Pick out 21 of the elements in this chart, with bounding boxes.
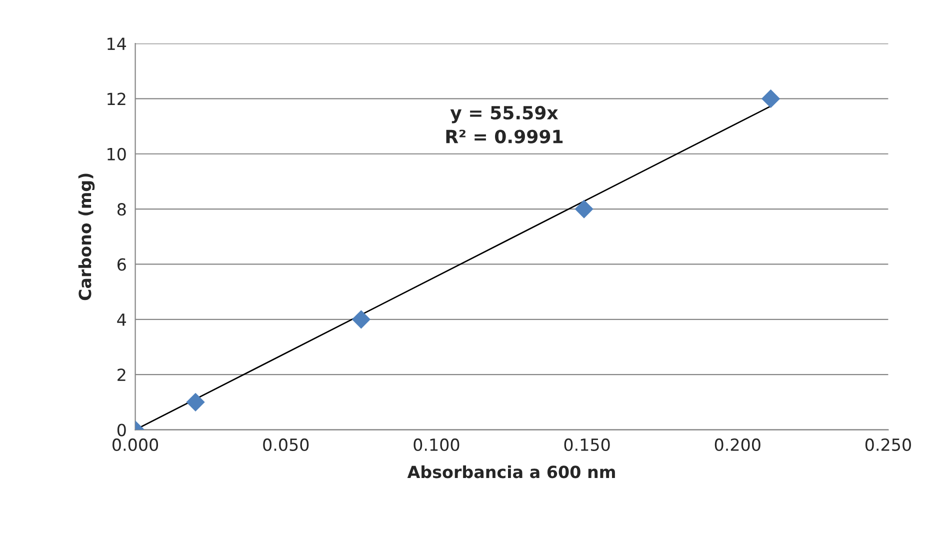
x-tick-label: 0.150 xyxy=(564,438,610,451)
y-tick-label: 14 xyxy=(108,38,126,50)
y-tick-label: 0 xyxy=(117,424,126,436)
y-tick-label: 6 xyxy=(118,258,126,271)
y-tick-label: 2 xyxy=(118,368,126,381)
x-tick-label: 0.000 xyxy=(112,438,158,451)
y-tick-label: 10 xyxy=(108,148,126,160)
x-axis-title: Absorbancia a 600 nm xyxy=(407,465,615,478)
y-axis-title: Carbono (mg) xyxy=(78,174,95,300)
x-tick-label: 0.100 xyxy=(414,438,460,451)
x-tick-label: 0.250 xyxy=(865,438,911,451)
point xyxy=(574,200,594,218)
point xyxy=(761,89,780,108)
x-tick-label: 0.200 xyxy=(714,438,760,451)
annotation: y = 55.59x R² = 0.9991 xyxy=(446,106,563,144)
y-tick-label: 8 xyxy=(117,203,126,216)
point xyxy=(352,310,370,329)
y-tick-label: 12 xyxy=(108,92,126,106)
y-tick-label: 4 xyxy=(117,314,126,326)
point xyxy=(186,392,205,412)
x-tick-label: 0.050 xyxy=(263,438,309,451)
